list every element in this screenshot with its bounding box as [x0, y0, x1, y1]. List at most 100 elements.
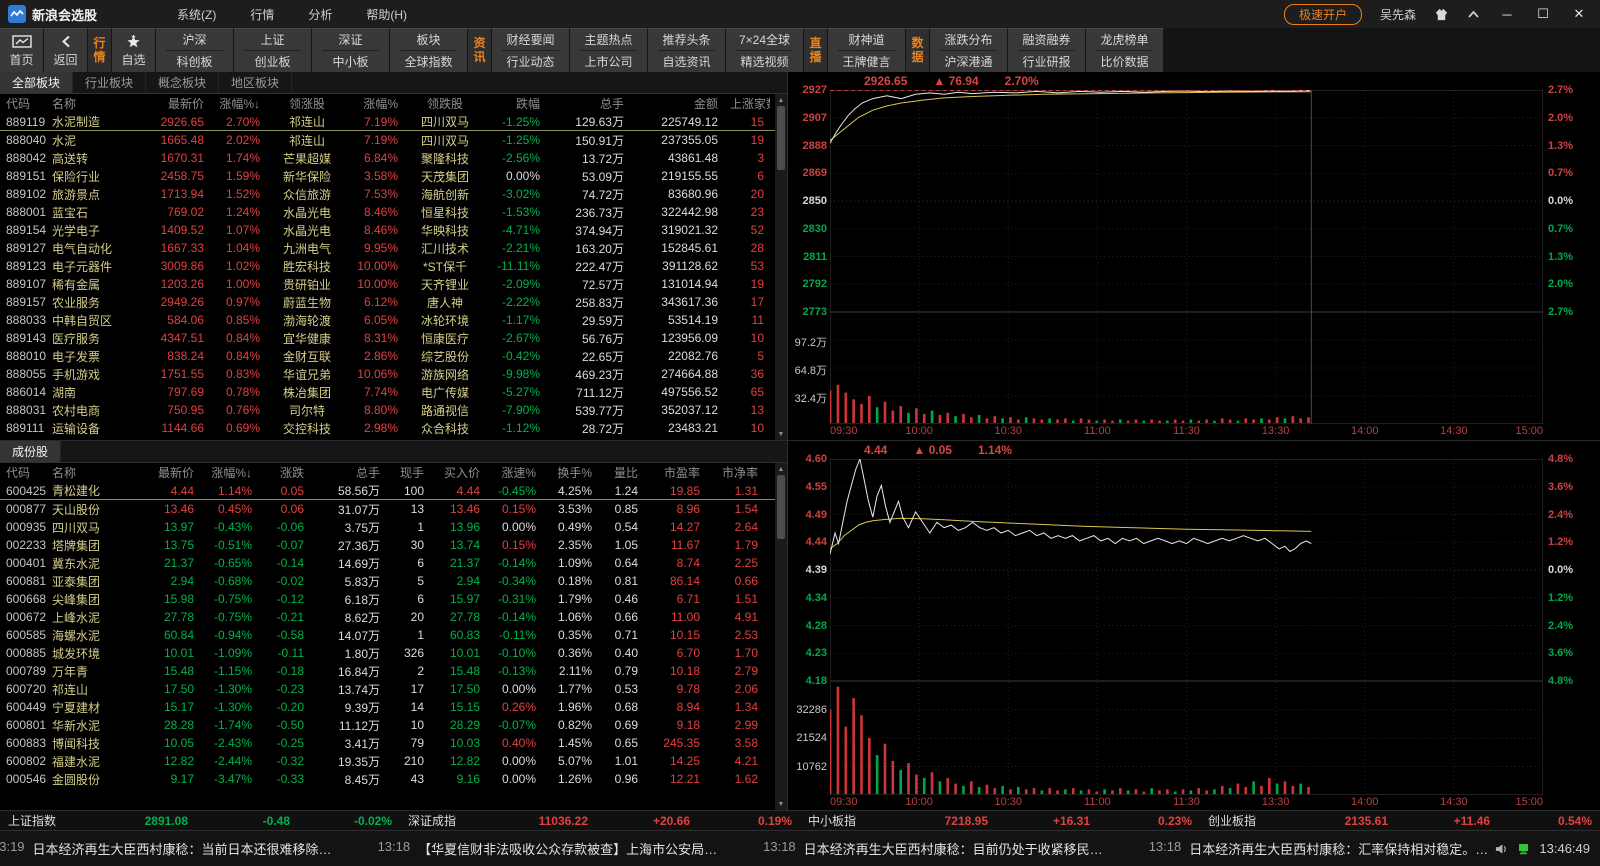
toolbar-tab-bottom[interactable]: 中小板 — [332, 54, 369, 69]
sector-row[interactable]: 889127 电气自动化 1667.33 1.04% 九洲电气 9.95% 汇川技术 -2.2… — [0, 239, 775, 257]
column-header[interactable]: 领涨股 — [288, 97, 325, 111]
open-account-button[interactable]: 极速开户 — [1283, 3, 1362, 25]
index-item-2[interactable]: 中小板指 7218.95 +16.31 0.23% — [800, 812, 1200, 829]
sector-row[interactable]: 889111 运输设备 1144.66 0.69% 交控科技 2.98% 众合科技 -1.12… — [0, 419, 775, 437]
toolbar-tab-bottom[interactable]: 王牌健言 — [842, 54, 891, 69]
toolbar-tab-top[interactable]: 龙虎榜单 — [1096, 30, 1153, 51]
toolbar-tab-bottom[interactable]: 创业板 — [254, 54, 291, 69]
constituent-row[interactable]: 000885 城发环境 10.01 -1.09% -0.11 1.80万 326 10.01 -… — [0, 644, 775, 662]
sector-row[interactable]: 888055 手机游戏 1751.55 0.83% 华谊兄弟 10.06% 游族网络 -9.9… — [0, 365, 775, 383]
toolbar-tab-bottom[interactable]: 精选视频 — [740, 54, 789, 69]
column-header[interactable]: 名称 — [52, 466, 77, 480]
sector-row[interactable]: 889119 水泥制造 2926.65 2.70% 祁连山 7.19% 四川双马 -1.25%… — [0, 113, 775, 131]
constituent-row[interactable]: 002233 塔牌集团 13.75 -0.51% -0.07 27.36万 30 13.74 0… — [0, 536, 775, 554]
ticker-item-2[interactable]: 13:18 日本经济再生大臣西村康稔：目前仍处于收紧移民… — [763, 839, 1103, 858]
sector-row[interactable]: 888001 蓝宝石 769.02 1.24% 水晶光电 8.46% 恒星科技 -1.53% 2… — [0, 203, 775, 221]
column-header[interactable]: 跌幅 — [515, 97, 540, 111]
column-header[interactable]: 总手 — [355, 466, 380, 480]
constituent-row[interactable]: 000789 万年青 15.48 -1.15% -0.18 16.84万 2 15.48 -0.… — [0, 662, 775, 680]
maximize-button[interactable]: ☐ — [1537, 6, 1549, 21]
toolbar-tab-top[interactable]: 财经要闻 — [502, 30, 559, 51]
theme-shirt-icon[interactable] — [1434, 8, 1449, 21]
toolbar-tab-top[interactable]: 财神道 — [838, 30, 895, 51]
toolbar-tab-top[interactable]: 涨跌分布 — [940, 30, 997, 51]
constituent-row[interactable]: 600449 宁夏建材 15.17 -1.30% -0.20 9.39万 14 15.15 0.… — [0, 698, 775, 716]
toolbar-tab-top[interactable]: 7×24全球 — [736, 30, 793, 51]
tab-sector-0[interactable]: 全部板块 — [0, 72, 74, 93]
sector-row[interactable]: 888042 高送转 1670.31 1.74% 芒果超媒 6.84% 聚隆科技 -2.56%… — [0, 149, 775, 167]
menu-item-1[interactable]: 行情 — [250, 7, 275, 22]
minimize-button[interactable]: ─ — [1502, 6, 1512, 22]
sector-row[interactable]: 889107 稀有金属 1203.26 1.00% 贵研铂业 10.00% 天齐锂业 -2.0… — [0, 275, 775, 293]
column-header[interactable]: 总手 — [599, 97, 624, 111]
column-header[interactable]: 涨速% — [501, 466, 536, 480]
column-header[interactable]: 涨幅%↓ — [219, 97, 260, 111]
constituent-row[interactable]: 000935 四川双马 13.97 -0.43% -0.06 3.75万 1 13.96 0.0… — [0, 518, 775, 536]
constituent-row[interactable]: 600425 青松建化 4.44 1.14% 0.05 58.56万 100 4.44 -0.4… — [0, 482, 775, 500]
toolbar-tab-bottom[interactable]: 自选资讯 — [662, 54, 711, 69]
toolbar-tab-top[interactable]: 板块 — [400, 30, 457, 51]
column-header[interactable]: 买入价 — [443, 466, 480, 480]
sector-row[interactable]: 888010 电子发票 838.24 0.84% 金财互联 2.86% 综艺股份 -0.42%… — [0, 347, 775, 365]
toolbar-tab-top[interactable]: 深证 — [322, 30, 379, 51]
stock-intraday-chart[interactable]: 4.44 ▲ 0.05 1.14% 4.60 4.55 4.49 4.44 4.39 4.34 4… — [788, 440, 1600, 810]
constituent-row[interactable]: 600883 博闻科技 10.05 -2.43% -0.25 3.41万 79 10.03 0.… — [0, 734, 775, 752]
menu-item-3[interactable]: 帮助(H) — [366, 7, 408, 22]
close-button[interactable]: ✕ — [1573, 6, 1585, 21]
toolbar-tab-bottom[interactable]: 科创板 — [176, 54, 213, 69]
menu-item-0[interactable]: 系统(Z) — [177, 7, 217, 22]
sector-row[interactable]: 889151 保险行业 2458.75 1.59% 新华保险 3.58% 天茂集团 0.00%… — [0, 167, 775, 185]
toolbar-tab-top[interactable]: 上证 — [244, 30, 301, 51]
column-header[interactable]: 领跌股 — [426, 97, 463, 111]
sector-row[interactable]: 889123 电子元器件 3009.86 1.02% 胜宏科技 10.00% *ST保千 -1… — [0, 257, 775, 275]
index-item-3[interactable]: 创业板指 2135.61 +11.46 0.54% — [1200, 812, 1600, 829]
menu-item-2[interactable]: 分析 — [308, 7, 333, 22]
constituent-row[interactable]: 000546 金圆股份 9.17 -3.47% -0.33 8.45万 43 9.16 0.00… — [0, 770, 775, 788]
toolbar-section-8[interactable]: 资讯 — [468, 28, 492, 72]
toolbar-tab-bottom[interactable]: 行业动态 — [506, 54, 555, 69]
constituent-row[interactable]: 600585 海螺水泥 60.84 -0.94% -0.58 14.07万 1 60.83 -0… — [0, 626, 775, 644]
sector-row[interactable]: 889157 农业服务 2949.26 0.97% 蔚蓝生物 6.12% 唐人神 -2.22%… — [0, 293, 775, 311]
constituent-row[interactable]: 000672 上峰水泥 27.78 -0.75% -0.21 8.62万 20 27.78 -0… — [0, 608, 775, 626]
toolbar-section-13[interactable]: 直播 — [804, 28, 828, 72]
constituent-row[interactable]: 600881 亚泰集团 2.94 -0.68% -0.02 5.83万 5 2.94 -0.34… — [0, 572, 775, 590]
sector-scrollbar[interactable]: ▲ ▼ — [775, 94, 787, 440]
scroll-thumb[interactable] — [777, 475, 785, 539]
column-header[interactable]: 涨跌 — [279, 466, 304, 480]
scroll-down-icon[interactable]: ▼ — [777, 800, 785, 808]
ticker-item-3[interactable]: 13:18 日本经济再生大臣西村康稔：汇率保持相对稳定。… — [1149, 839, 1489, 858]
column-header[interactable]: 现手 — [399, 466, 424, 480]
sector-row[interactable]: 889102 旅游景点 1713.94 1.52% 众信旅游 7.53% 海航创新 -3.02… — [0, 185, 775, 203]
chart-plot[interactable] — [830, 90, 1543, 424]
scroll-thumb[interactable] — [777, 106, 785, 170]
constituent-row[interactable]: 600801 华新水泥 28.28 -1.74% -0.50 11.12万 10 28.29 -… — [0, 716, 775, 734]
tab-sector-1[interactable]: 行业板块 — [73, 72, 147, 93]
column-header[interactable]: 换手% — [557, 466, 592, 480]
toolbar-button-1[interactable]: 返回 — [44, 28, 88, 72]
toolbar-button-3[interactable]: 自选 — [112, 28, 156, 72]
sector-row[interactable]: 889143 医疗服务 4347.51 0.84% 宜华健康 8.31% 恒康医疗 -2.67… — [0, 329, 775, 347]
column-header[interactable]: 最新价 — [167, 97, 204, 111]
toolbar-tab-bottom[interactable]: 比价数据 — [1100, 54, 1149, 69]
column-header[interactable]: 市盈率 — [663, 466, 700, 480]
constituent-row[interactable]: 600802 福建水泥 12.82 -2.44% -0.32 19.35万 210 12.82… — [0, 752, 775, 770]
index-item-1[interactable]: 深证成指 11036.22 +20.66 0.19% — [400, 812, 800, 829]
constituent-row[interactable]: 600668 尖峰集团 15.98 -0.75% -0.12 6.18万 6 15.97 -0.… — [0, 590, 775, 608]
toolbar-button-0[interactable]: 首页 — [0, 28, 44, 72]
toolbar-tab-bottom[interactable]: 沪深港通 — [944, 54, 993, 69]
column-header[interactable]: 代码 — [6, 466, 31, 480]
toolbar-tab-bottom[interactable]: 上市公司 — [584, 54, 633, 69]
column-header[interactable]: 市净率 — [721, 466, 758, 480]
constituent-row[interactable]: 600720 祁连山 17.50 -1.30% -0.23 13.74万 17 17.50 0.… — [0, 680, 775, 698]
toolbar-tab-top[interactable]: 融资融券 — [1018, 30, 1075, 51]
sector-intraday-chart[interactable]: 2926.65 ▲ 76.94 2.70% 2927 2907 2888 2869 2850 2… — [788, 72, 1600, 440]
ticker-item-1[interactable]: 13:18 【华夏信财非法吸收公众存款被查】上海市公安局… — [378, 839, 718, 858]
scroll-down-icon[interactable]: ▼ — [777, 430, 785, 438]
column-header[interactable]: 涨幅% — [363, 97, 398, 111]
tab-constituents[interactable]: 成份股 — [0, 441, 62, 462]
toolbar-tab-top[interactable]: 主题热点 — [580, 30, 637, 51]
tab-sector-3[interactable]: 地区板块 — [219, 72, 293, 93]
sector-row[interactable]: 888033 中韩自贸区 584.06 0.85% 渤海轮渡 6.05% 冰轮环境 -1.17… — [0, 311, 775, 329]
column-header[interactable]: 量比 — [613, 466, 638, 480]
sector-row[interactable]: 888040 水泥 1665.48 2.02% 祁连山 7.19% 四川双马 -1.25% 15… — [0, 131, 775, 149]
